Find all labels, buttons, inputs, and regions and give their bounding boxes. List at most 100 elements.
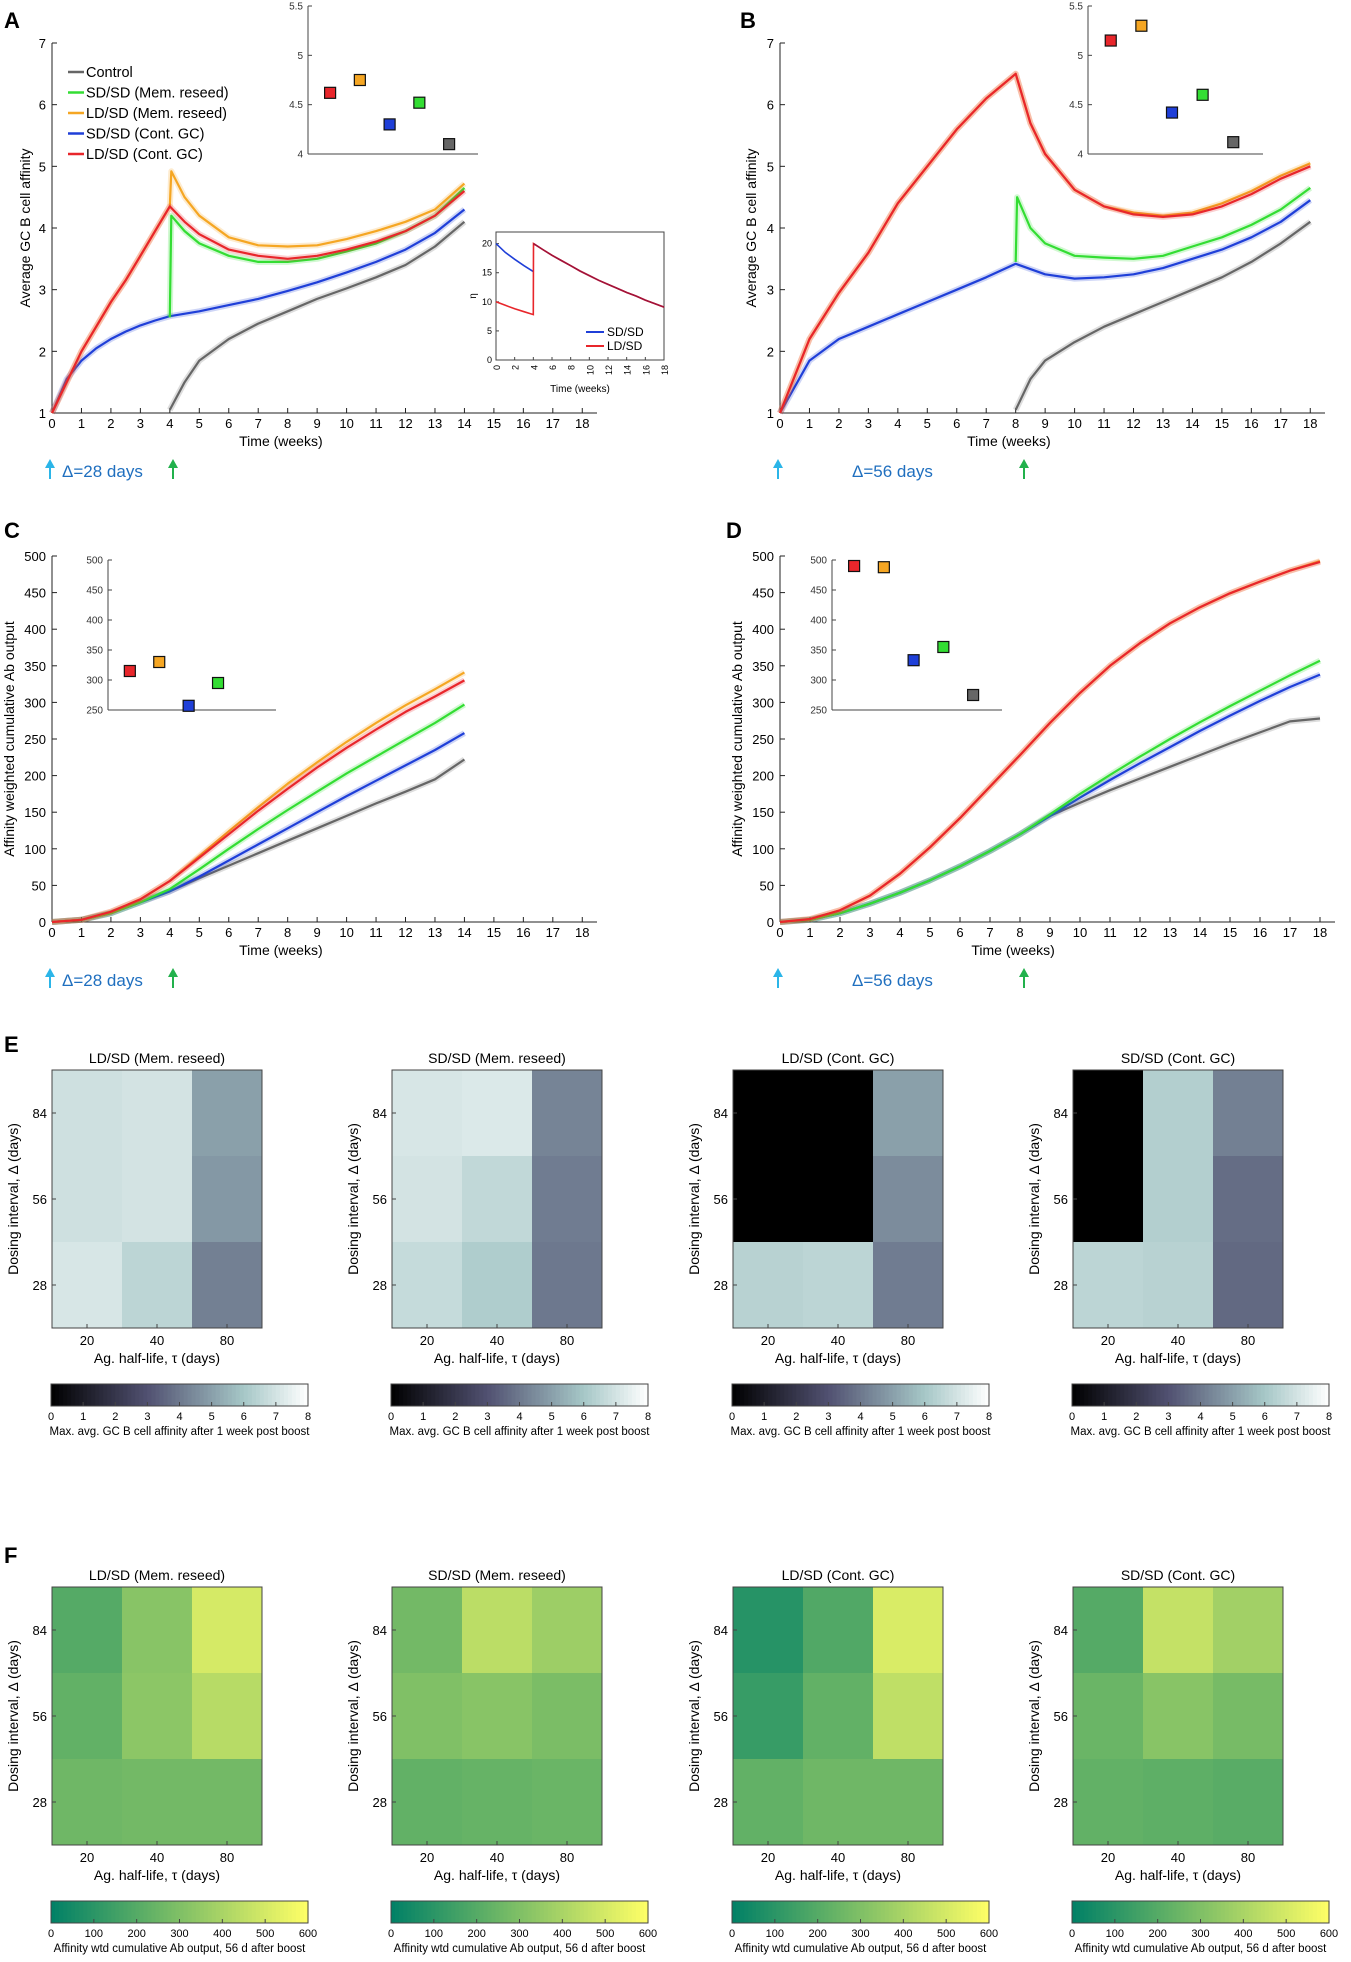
inset-point-ld_sd_cont	[1104, 34, 1117, 47]
colorbar-segment	[768, 1384, 773, 1406]
series-line-sd_sd_cont	[50, 208, 466, 414]
colorbar-segment	[219, 1901, 225, 1923]
colorbar-segment	[199, 1901, 205, 1923]
heatmap-cell	[873, 1759, 944, 1846]
inset-y-tick-label: 300	[86, 676, 103, 687]
colorbar-segment	[1220, 1384, 1226, 1406]
x-axis-title: Time (weeks)	[967, 433, 1051, 449]
heatmap-cell	[532, 1242, 603, 1329]
colorbar-segment	[1324, 1901, 1330, 1923]
colorbar-segment	[836, 1384, 842, 1406]
colorbar-segment	[639, 1901, 645, 1923]
colorbar-segment	[403, 1901, 408, 1923]
colorbar-segment	[868, 1901, 874, 1923]
colorbar-segment	[479, 1901, 484, 1923]
colorbar-segment	[435, 1901, 440, 1923]
colorbar-segment	[1228, 1384, 1234, 1406]
colorbar-segment	[1296, 1901, 1302, 1923]
x-tick-label: 10	[1067, 416, 1081, 431]
x-tick-label: 13	[1163, 925, 1177, 940]
colorbar-segment	[503, 1384, 509, 1406]
colorbar-segment	[920, 1901, 926, 1923]
colorbar-segment	[523, 1384, 529, 1406]
eta-x-title: Time (weeks)	[550, 384, 610, 395]
colorbar-segment	[1264, 1901, 1270, 1923]
colorbar-segment	[83, 1384, 88, 1406]
colorbar-segment	[171, 1901, 177, 1923]
heatmap-x-tick-label: 80	[901, 1333, 915, 1348]
colorbar-tick-label: 6	[581, 1411, 587, 1423]
heatmap-cell	[873, 1070, 944, 1157]
heatmap-cell	[462, 1156, 533, 1243]
heatmap-x-tick-label: 20	[1101, 1333, 1115, 1348]
y-tick-label: 450	[752, 586, 774, 601]
colorbar-tick-label: 4	[1197, 1411, 1203, 1423]
colorbar-tick-label: 0	[388, 1928, 394, 1940]
y-tick-label: 5	[767, 159, 774, 174]
colorbar-segment	[1276, 1901, 1282, 1923]
inset-point-sd_sd_cont	[907, 654, 920, 667]
x-tick-label: 16	[516, 416, 530, 431]
eta-y-tick-label: 20	[482, 239, 492, 249]
x-tick-label: 7	[255, 416, 262, 431]
y-tick-label: 350	[752, 659, 774, 674]
colorbar-segment	[1132, 1384, 1137, 1406]
x-tick-label: 6	[225, 925, 232, 940]
colorbar-segment	[1128, 1901, 1133, 1923]
colorbar-segment	[451, 1901, 456, 1923]
colorbar-segment	[515, 1384, 521, 1406]
colorbar-segment	[936, 1901, 942, 1923]
colorbar-segment	[884, 1901, 890, 1923]
colorbar-segment	[1188, 1384, 1194, 1406]
colorbar-segment	[607, 1901, 613, 1923]
colorbar-segment	[1196, 1901, 1202, 1923]
x-tick-label: 0	[776, 925, 783, 940]
colorbar-segment	[419, 1901, 424, 1923]
heatmap-title: LD/SD (Mem. reseed)	[89, 1567, 225, 1583]
colorbar-segment	[107, 1384, 112, 1406]
colorbar-segment	[399, 1901, 404, 1923]
heatmap-y-tick-label: 84	[33, 1106, 47, 1121]
heatmap-y-title: Dosing interval, Δ (days)	[1026, 1640, 1042, 1792]
y-tick-label: 400	[752, 622, 774, 637]
colorbar-segment	[131, 1384, 136, 1406]
colorbar-segment	[263, 1384, 269, 1406]
colorbar-segment	[960, 1901, 966, 1923]
heatmap-x-tick-label: 80	[560, 1850, 574, 1865]
panel-f-colorbar-0: 0 100 200 300 400 500 600 Affinity wtd cumulati…	[48, 1900, 317, 1955]
colorbar-tick-label: 100	[1106, 1928, 1124, 1940]
colorbar-segment	[559, 1384, 565, 1406]
x-tick-label: 3	[865, 416, 872, 431]
colorbar-segment	[852, 1901, 858, 1923]
colorbar-segment	[99, 1384, 104, 1406]
panel-f-colorbar-2: 0 100 200 300 400 500 600 Affinity wtd cumulati…	[729, 1900, 998, 1955]
colorbar-segment	[543, 1901, 549, 1923]
panel-label-b: B	[740, 8, 756, 33]
colorbar-tick-label: 400	[1234, 1928, 1252, 1940]
eta-legend-label-ld_sd_cont: LD/SD	[607, 339, 643, 353]
colorbar-segment	[163, 1384, 169, 1406]
colorbar-tick-label: 0	[729, 1411, 735, 1423]
colorbar-segment	[559, 1901, 565, 1923]
inset-point-control	[1227, 136, 1240, 149]
x-tick-label: 4	[896, 925, 903, 940]
colorbar-segment	[896, 1384, 902, 1406]
colorbar-segment	[271, 1901, 277, 1923]
colorbar-segment	[920, 1384, 926, 1406]
x-tick-label: 3	[137, 925, 144, 940]
series-line-control	[779, 717, 1321, 924]
colorbar-tick-label: 100	[85, 1928, 103, 1940]
colorbar-segment	[924, 1901, 930, 1923]
y-tick-label: 250	[24, 732, 46, 747]
colorbar-segment	[507, 1901, 513, 1923]
heatmap-x-tick-label: 40	[1171, 1850, 1185, 1865]
colorbar-segment	[635, 1384, 641, 1406]
colorbar-segment	[876, 1384, 882, 1406]
heatmap-cell	[1213, 1673, 1284, 1760]
heatmap-title: LD/SD (Cont. GC)	[782, 1567, 895, 1583]
colorbar-segment	[1180, 1901, 1186, 1923]
colorbar-segment	[924, 1384, 930, 1406]
colorbar-segment	[467, 1901, 472, 1923]
dosing-interval-label: Δ=28 days	[62, 971, 143, 990]
colorbar-segment	[1108, 1901, 1113, 1923]
